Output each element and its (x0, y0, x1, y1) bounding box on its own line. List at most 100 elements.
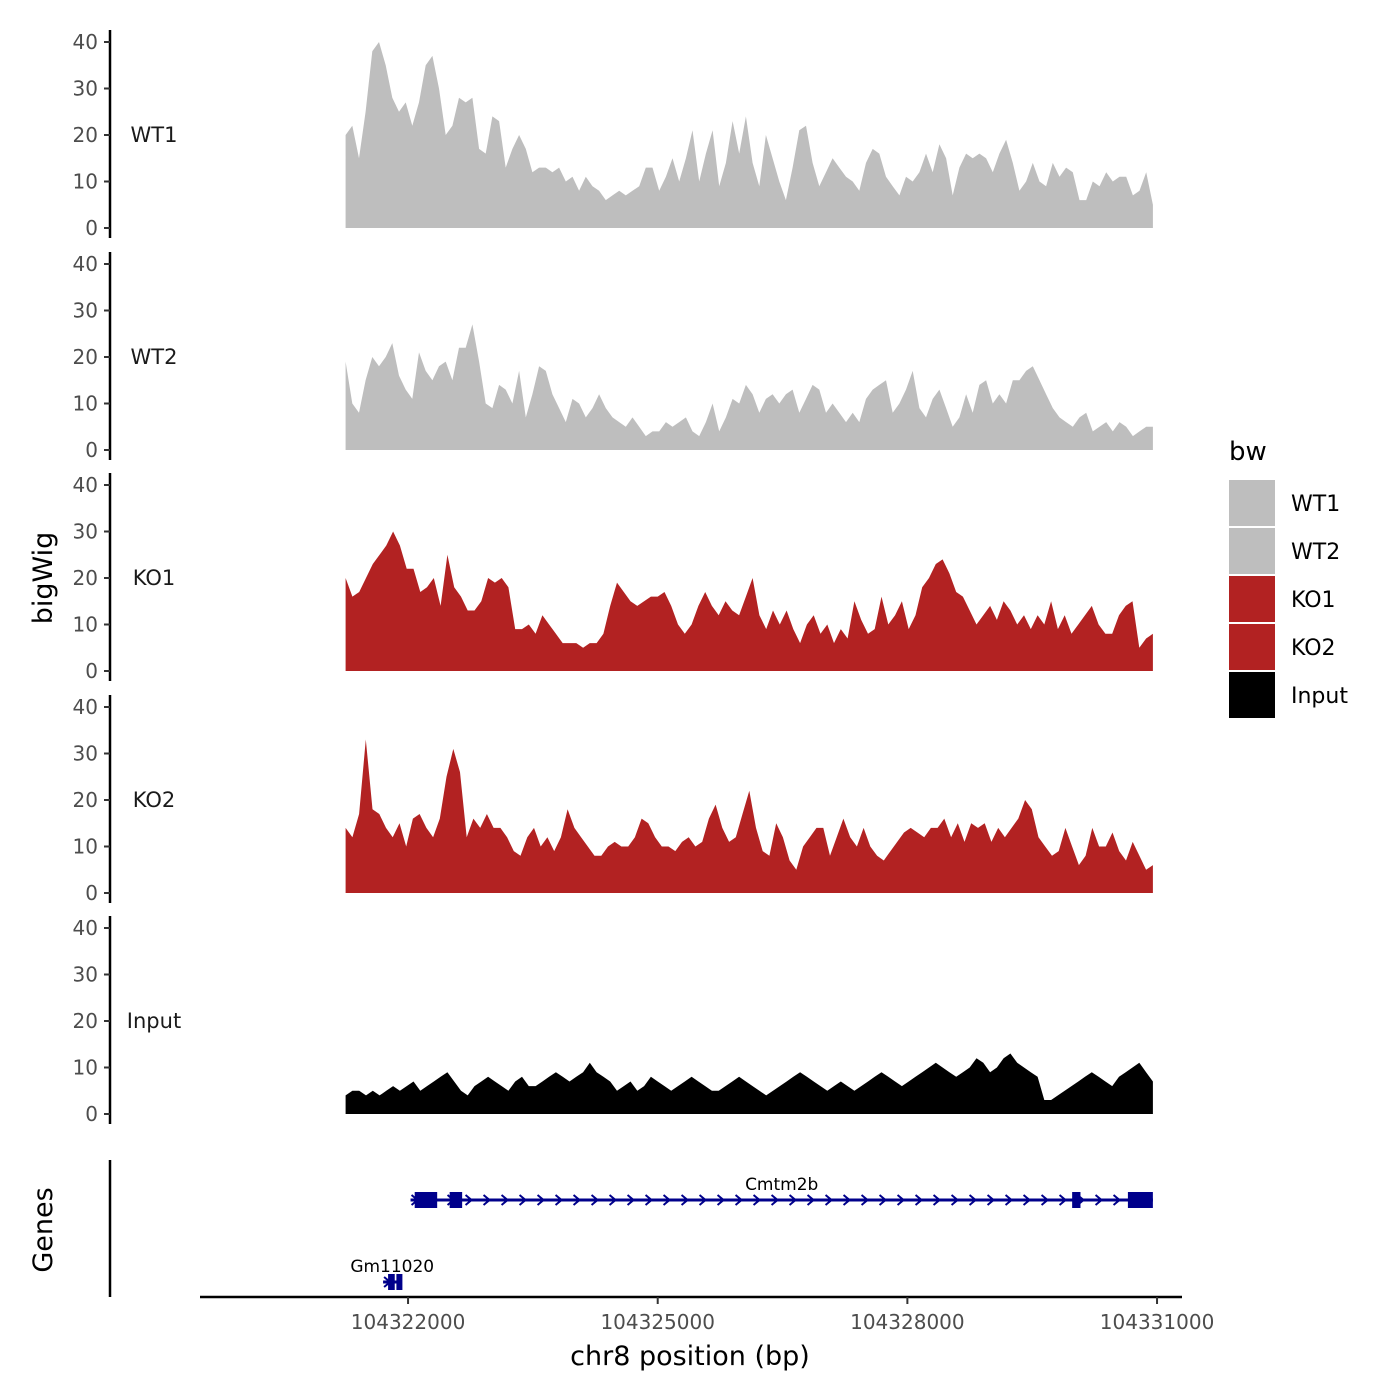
track-label: KO1 (133, 566, 176, 590)
y-tick-label: 20 (73, 345, 98, 369)
legend-swatch-ko2 (1229, 624, 1275, 670)
legend-swatch-wt2 (1229, 528, 1275, 574)
y-tick-label: 20 (73, 1009, 98, 1033)
track-label: KO2 (133, 788, 176, 812)
track-label: WT1 (131, 123, 178, 147)
genes-layer: Gm11020 Cmtm2b (108, 1160, 1153, 1297)
genes-axis-title: Genes (28, 1187, 59, 1272)
y-tick-label: 10 (73, 835, 98, 859)
strand-arrow (824, 1194, 834, 1206)
strand-arrow (662, 1194, 672, 1206)
exon (414, 1192, 438, 1208)
strand-arrow (770, 1194, 780, 1206)
strand-arrow (878, 1194, 888, 1206)
coverage-area-wt2 (345, 324, 1153, 450)
strand-arrow (590, 1194, 600, 1206)
track-label: WT2 (131, 345, 178, 369)
strand-arrow (968, 1194, 978, 1206)
y-tick-label: 0 (85, 1102, 98, 1126)
x-tick-label: 104325000 (600, 1310, 715, 1334)
y-tick-label: 20 (73, 788, 98, 812)
coverage-area-input (345, 1053, 1153, 1114)
strand-arrow (986, 1194, 996, 1206)
strand-arrow (914, 1194, 924, 1206)
strand-arrow (500, 1194, 510, 1206)
strand-arrow (1040, 1194, 1050, 1206)
track-wt2: 0 10 20 30 40 WT2 (73, 252, 1153, 462)
gene-gm11020: Gm11020 (350, 1257, 434, 1290)
legend-title: bw (1229, 437, 1267, 467)
y-tick-label: 10 (73, 392, 98, 416)
track-ko2: 0 10 20 30 40 KO2 (73, 695, 1153, 905)
y-tick-label: 30 (73, 520, 98, 544)
strand-arrow (536, 1194, 546, 1206)
x-axis-title: chr8 position (bp) (570, 1341, 810, 1372)
y-tick-label: 40 (73, 916, 98, 940)
y-tick-label: 30 (73, 77, 98, 101)
legend-label-wt1: WT1 (1291, 492, 1340, 517)
legend-swatch-input (1229, 672, 1275, 718)
strand-arrow (752, 1194, 762, 1206)
tracks-layer: 0 10 20 30 40 WT1 0 10 20 30 40 WT2 0 10 20 30 40 KO1 0 10 2… (73, 30, 1153, 1126)
strand-arrow (806, 1194, 816, 1206)
y-tick-label: 0 (85, 216, 98, 240)
strand-arrow (644, 1194, 654, 1206)
strand-arrow (680, 1194, 690, 1206)
exon (396, 1274, 403, 1290)
coverage-area-ko2 (345, 739, 1153, 893)
x-tick-label: 104328000 (850, 1310, 965, 1334)
strand-arrow (860, 1194, 870, 1206)
strand-arrow (1022, 1194, 1032, 1206)
strand-arrow (734, 1194, 744, 1206)
strand-arrow (608, 1194, 618, 1206)
strand-arrow (932, 1194, 942, 1206)
legend-label-ko1: KO1 (1291, 588, 1336, 613)
legend: bw WT1 WT2 KO1 KO2 Input (1229, 437, 1348, 718)
strand-arrow (788, 1194, 798, 1206)
legend-label-input: Input (1291, 684, 1348, 709)
y-tick-label: 30 (73, 742, 98, 766)
strand-arrow (1058, 1194, 1068, 1206)
y-tick-label: 0 (85, 881, 98, 905)
legend-label-ko2: KO2 (1291, 636, 1336, 661)
strand-arrow (464, 1194, 474, 1206)
exon (1072, 1192, 1081, 1208)
gene-label: Gm11020 (350, 1257, 434, 1277)
strand-arrow (896, 1194, 906, 1206)
y-tick-label: 40 (73, 695, 98, 719)
y-tick-label: 10 (73, 613, 98, 637)
x-tick-label: 104322000 (351, 1310, 466, 1334)
legend-swatch-ko1 (1229, 576, 1275, 622)
coverage-area-ko1 (345, 531, 1153, 671)
x-axis: 104322000 104325000 104328000 104331000 (200, 1295, 1214, 1334)
y-tick-label: 0 (85, 438, 98, 462)
y-tick-label: 40 (73, 30, 98, 54)
gene-label: Cmtm2b (745, 1175, 818, 1195)
y-tick-label: 30 (73, 299, 98, 323)
y-tick-label: 0 (85, 659, 98, 683)
strand-arrow (716, 1194, 726, 1206)
strand-arrow (482, 1194, 492, 1206)
strand-arrow (1112, 1194, 1122, 1206)
strand-arrow (1004, 1194, 1014, 1206)
exon (449, 1192, 463, 1208)
y-tick-label: 40 (73, 473, 98, 497)
legend-label-wt2: WT2 (1291, 540, 1340, 565)
y-axis-title: bigWig (28, 532, 59, 625)
strand-arrow (698, 1194, 708, 1206)
exon (388, 1274, 395, 1290)
legend-swatch-wt1 (1229, 480, 1275, 526)
strand-arrow (626, 1194, 636, 1206)
y-tick-label: 20 (73, 123, 98, 147)
strand-arrow (518, 1194, 528, 1206)
y-tick-label: 10 (73, 1056, 98, 1080)
y-tick-label: 40 (73, 252, 98, 276)
y-tick-label: 30 (73, 963, 98, 987)
y-tick-label: 20 (73, 566, 98, 590)
coverage-area-wt1 (345, 42, 1153, 228)
gene-cmtm2b: Cmtm2b (410, 1175, 1153, 1208)
strand-arrow (842, 1194, 852, 1206)
track-ko1: 0 10 20 30 40 KO1 (73, 473, 1153, 683)
strand-arrow (572, 1194, 582, 1206)
